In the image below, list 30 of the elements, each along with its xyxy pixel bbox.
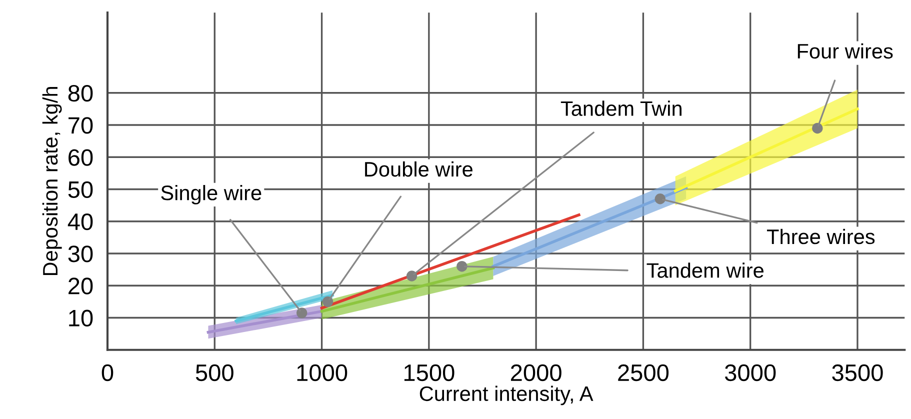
x-tick-label: 0: [102, 364, 114, 382]
annotation: Tandem wire: [646, 262, 764, 278]
y-tick-label: 30: [68, 246, 93, 262]
annotation: Tandem Twin: [560, 100, 682, 116]
annotation: Single wire: [161, 185, 262, 204]
point: [456, 260, 468, 272]
y-tick-label: 60: [68, 149, 93, 166]
annotation: Three wires: [766, 228, 875, 244]
point: [406, 270, 418, 282]
y-axis-title: Deposition rate, kg/h: [42, 87, 62, 276]
x-tick-label: 1000: [297, 364, 348, 382]
point: [322, 296, 334, 308]
y-tick-label: 70: [68, 117, 93, 134]
annotation: Four wires: [798, 43, 893, 59]
annotation: Double wire: [365, 161, 472, 177]
x-tick-label: 2500: [618, 364, 669, 382]
point: [296, 308, 308, 318]
y-tick-label: 20: [68, 278, 93, 294]
y-tick-label: 80: [68, 84, 93, 102]
x-tick-label: 500: [196, 364, 234, 382]
point: [654, 194, 666, 204]
point: [812, 122, 823, 134]
x-axis-title: Current intensity, A: [420, 386, 594, 406]
y-tick-label: 40: [68, 213, 93, 230]
y-tick-label: 50: [68, 181, 93, 198]
x-tick-label: 1500: [404, 364, 454, 382]
x-tick-label: 3000: [724, 364, 776, 382]
x-tick-label: 3500: [832, 364, 883, 382]
y-tick-label: 10: [69, 310, 93, 327]
x-tick-label: 2000: [510, 364, 562, 382]
